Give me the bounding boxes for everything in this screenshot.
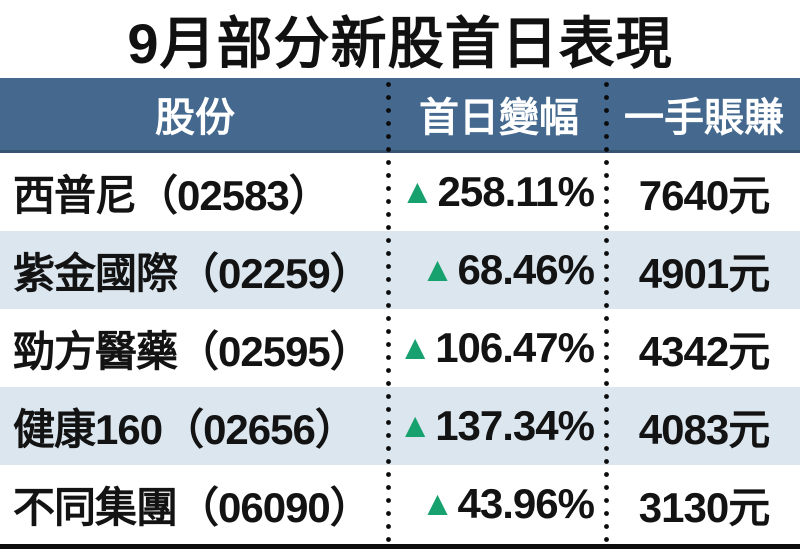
page-title: 9月部分新股首日表現 bbox=[127, 11, 673, 75]
profit-per-lot-cell: 4901元 bbox=[638, 249, 770, 297]
first-day-change-cell: ▲ 68.46% bbox=[390, 231, 608, 309]
table-row: 西普尼（02583） ▲ 258.11% 7640元 bbox=[0, 153, 800, 231]
stock-name-cell: 西普尼（02583） bbox=[13, 171, 331, 219]
profit-per-lot-cell: 4083元 bbox=[638, 405, 770, 453]
profit-per-lot-cell: 4342元 bbox=[638, 327, 770, 375]
header-first-day-change: 首日變幅 bbox=[419, 96, 579, 140]
change-value: 258.11% bbox=[437, 168, 595, 215]
first-day-change-cell: ▲ 258.11% bbox=[390, 153, 608, 231]
up-triangle-icon: ▲ bbox=[420, 484, 455, 523]
profit-per-lot-cell: 3130元 bbox=[638, 483, 770, 531]
header-profit-per-lot: 一手賬賺 bbox=[624, 96, 784, 140]
table-row: 紫金國際（02259） ▲ 68.46% 4901元 bbox=[0, 231, 800, 309]
change-value: 137.34% bbox=[435, 402, 595, 449]
bottom-rule bbox=[0, 544, 800, 549]
first-day-change-cell: ▲ 137.34% bbox=[390, 387, 608, 465]
up-triangle-icon: ▲ bbox=[398, 328, 433, 367]
stock-name-cell: 不同集團（06090） bbox=[13, 483, 372, 531]
table-row: 勁方醫藥（02595） ▲ 106.47% 4342元 bbox=[0, 309, 800, 387]
first-day-change-cell: ▲ 43.96% bbox=[390, 465, 608, 543]
table-row: 不同集團（06090） ▲ 43.96% 3130元 bbox=[0, 465, 800, 543]
up-triangle-icon: ▲ bbox=[420, 250, 455, 289]
header-stock: 股份 bbox=[155, 96, 235, 140]
table-header-row: 股份 首日變幅 一手賬賺 bbox=[0, 78, 800, 153]
stock-name-cell: 健康160（02656） bbox=[13, 405, 357, 453]
first-day-change-cell: ▲ 106.47% bbox=[390, 309, 608, 387]
change-value: 68.46% bbox=[457, 246, 595, 293]
change-value: 43.96% bbox=[457, 480, 595, 527]
ipo-table: 股份 首日變幅 一手賬賺 西普尼（02583） ▲ 258.11% 7640元 … bbox=[0, 78, 800, 543]
up-triangle-icon: ▲ bbox=[398, 406, 433, 445]
table-row: 健康160（02656） ▲ 137.34% 4083元 bbox=[0, 387, 800, 465]
profit-per-lot-cell: 7640元 bbox=[638, 171, 770, 219]
change-value: 106.47% bbox=[435, 324, 595, 371]
stock-name-cell: 紫金國際（02259） bbox=[13, 249, 372, 297]
up-triangle-icon: ▲ bbox=[400, 172, 435, 211]
stock-name-cell: 勁方醫藥（02595） bbox=[13, 327, 372, 375]
